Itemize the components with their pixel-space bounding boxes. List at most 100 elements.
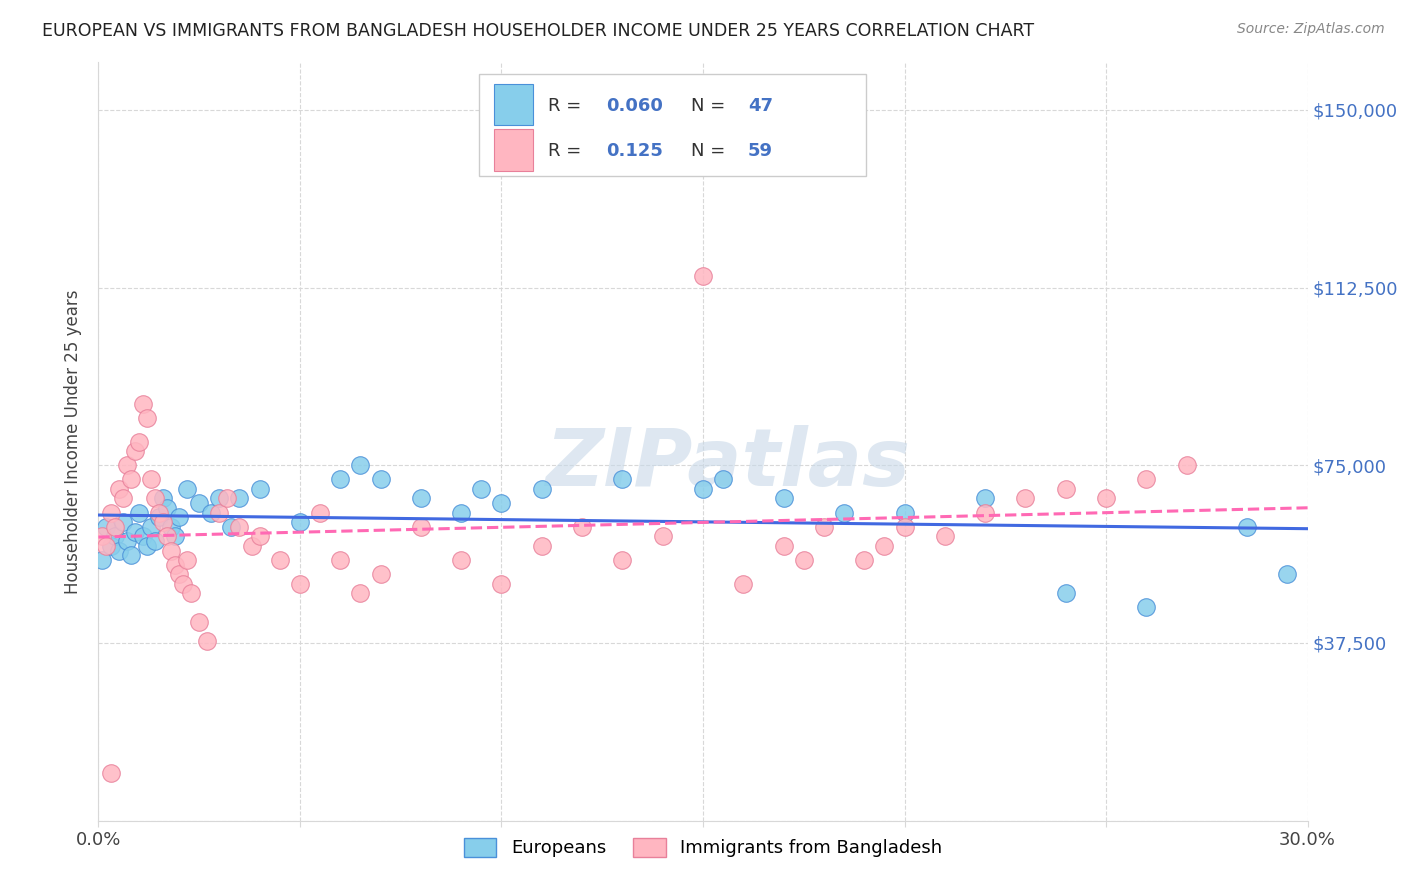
Text: Source: ZipAtlas.com: Source: ZipAtlas.com [1237, 22, 1385, 37]
Point [1135, 600, 1157, 615]
Point [163, 558, 186, 572]
Text: N =: N = [690, 96, 731, 115]
Point [228, 491, 250, 506]
Point [470, 482, 492, 496]
Text: 47: 47 [748, 96, 773, 115]
Point [228, 520, 250, 534]
Point [91, 553, 114, 567]
Point [873, 539, 896, 553]
Point [167, 567, 190, 582]
Point [195, 633, 218, 648]
Point [135, 410, 157, 425]
Bar [494, 129, 533, 171]
Point [571, 520, 593, 534]
Point [491, 576, 513, 591]
Point [772, 539, 794, 553]
Point [156, 500, 179, 515]
Point [143, 534, 166, 549]
Point [167, 510, 190, 524]
Point [132, 529, 155, 543]
Point [180, 586, 202, 600]
Point [100, 506, 122, 520]
Point [120, 548, 142, 563]
Point [329, 553, 352, 567]
Point [349, 458, 371, 473]
Point [370, 567, 392, 582]
Point [1095, 491, 1118, 506]
Point [160, 520, 183, 534]
Point [217, 491, 239, 506]
Point [934, 529, 956, 543]
Point [1135, 473, 1157, 487]
Point [139, 520, 162, 534]
Point [176, 482, 198, 496]
Point [692, 482, 714, 496]
Point [370, 473, 392, 487]
Bar [494, 84, 533, 126]
Point [288, 576, 311, 591]
Point [163, 529, 186, 543]
Point [491, 496, 513, 510]
Point [152, 515, 174, 529]
Point [91, 529, 114, 543]
Point [172, 576, 194, 591]
Point [176, 553, 198, 567]
Point [1054, 586, 1077, 600]
Point [409, 520, 432, 534]
Point [188, 615, 211, 629]
Text: 0.125: 0.125 [606, 142, 664, 161]
Point [349, 586, 371, 600]
Point [96, 520, 118, 534]
Point [974, 491, 997, 506]
Point [1014, 491, 1036, 506]
Point [124, 524, 146, 539]
Bar [479, 74, 866, 177]
Point [1054, 482, 1077, 496]
Text: R =: R = [548, 96, 588, 115]
Legend: Europeans, Immigrants from Bangladesh: Europeans, Immigrants from Bangladesh [457, 830, 949, 864]
Point [111, 515, 134, 529]
Point [128, 506, 150, 520]
Text: R =: R = [548, 142, 593, 161]
Point [269, 553, 291, 567]
Point [853, 553, 876, 567]
Point [974, 506, 997, 520]
Point [148, 506, 170, 520]
Point [120, 473, 142, 487]
Point [139, 473, 162, 487]
Y-axis label: Householder Income Under 25 years: Householder Income Under 25 years [65, 289, 83, 594]
Point [115, 534, 138, 549]
Point [132, 396, 155, 410]
Point [1175, 458, 1198, 473]
Point [103, 520, 125, 534]
Point [793, 553, 815, 567]
Point [530, 539, 553, 553]
Text: 59: 59 [748, 142, 773, 161]
Point [128, 434, 150, 449]
Point [96, 539, 118, 553]
Point [148, 510, 170, 524]
Text: 0.060: 0.060 [606, 96, 664, 115]
Point [249, 529, 271, 543]
Point [160, 543, 183, 558]
Point [200, 506, 222, 520]
Point [249, 482, 271, 496]
Point [409, 491, 432, 506]
Text: EUROPEAN VS IMMIGRANTS FROM BANGLADESH HOUSEHOLDER INCOME UNDER 25 YEARS CORRELA: EUROPEAN VS IMMIGRANTS FROM BANGLADESH H… [42, 22, 1035, 40]
Point [208, 491, 231, 506]
Point [612, 473, 634, 487]
Point [111, 491, 134, 506]
Point [309, 506, 332, 520]
Point [107, 482, 129, 496]
Point [813, 520, 835, 534]
Point [124, 444, 146, 458]
Point [240, 539, 263, 553]
Point [288, 515, 311, 529]
Point [1236, 520, 1258, 534]
Point [100, 539, 122, 553]
Point [221, 520, 243, 534]
Point [711, 473, 734, 487]
Point [893, 506, 915, 520]
Point [115, 458, 138, 473]
Point [152, 491, 174, 506]
